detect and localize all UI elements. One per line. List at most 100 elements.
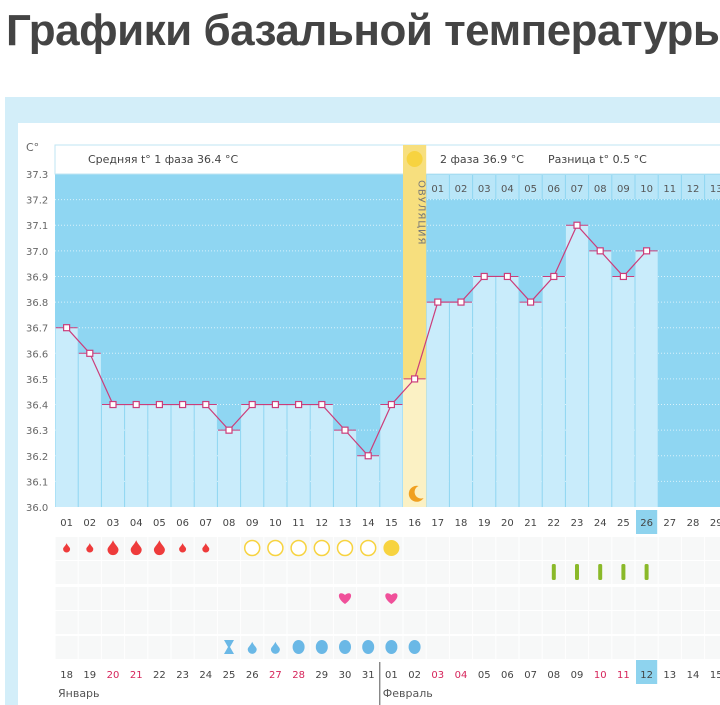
grid-cell — [681, 611, 705, 634]
blood-drop-icon — [63, 543, 71, 553]
grid-cell — [357, 561, 380, 584]
grid-cell — [426, 636, 449, 659]
phase2-day-label: 03 — [478, 184, 491, 195]
grid-cell — [148, 561, 171, 584]
temperature-point — [132, 400, 140, 409]
calendar-date-label: 10 — [594, 670, 607, 681]
filled-circle-icon — [383, 540, 400, 556]
temperature-point — [642, 247, 651, 255]
temperature-bar — [171, 404, 194, 507]
grid-cell — [519, 561, 542, 584]
temperature-bar — [241, 404, 264, 507]
phase2-day-cell — [658, 175, 681, 199]
grid-cell — [589, 611, 612, 634]
cycle-day-label: 02 — [83, 518, 96, 529]
temperature-bar — [473, 276, 496, 507]
grid-cell — [519, 587, 542, 610]
cycle-day-label: 21 — [524, 518, 537, 529]
calendar-date-label: 26 — [246, 670, 259, 681]
grid-cell — [194, 561, 217, 584]
moon-icon — [408, 485, 424, 502]
temperature-bar — [194, 404, 217, 507]
grid-cell — [496, 611, 519, 634]
grid-cell — [194, 587, 217, 610]
temperature-bar — [612, 276, 635, 507]
grid-cell — [403, 537, 426, 560]
y-tick-label: 37.1 — [26, 221, 48, 232]
phase2-day-label: 08 — [594, 184, 607, 195]
phase2-day-label: 05 — [524, 184, 537, 195]
grid-cell — [403, 611, 426, 634]
phase2-day-cell — [635, 175, 658, 199]
grid-cell — [681, 561, 705, 584]
grid-cell — [565, 636, 589, 659]
phase2-day-label: 01 — [431, 184, 444, 195]
cycle-day-label: 29 — [710, 518, 720, 529]
temperature-point — [526, 298, 535, 306]
grid-cell — [101, 561, 125, 584]
temperature-point — [179, 400, 187, 409]
grid-cell — [542, 611, 565, 634]
grid-cell — [217, 561, 241, 584]
grid-cell — [426, 611, 449, 634]
grid-cell — [287, 587, 310, 610]
grid-cell — [473, 587, 496, 610]
phase2-day-cell — [565, 175, 589, 199]
cycle-day-label: 23 — [571, 518, 584, 529]
temperature-bar — [496, 276, 519, 507]
round-drop-icon — [408, 640, 421, 654]
grid-cell — [148, 587, 171, 610]
calendar-date-label: 05 — [478, 670, 491, 681]
calendar-date-label: 30 — [339, 670, 352, 681]
phase2-day-cell — [496, 175, 519, 199]
empty-circle-icon — [267, 539, 284, 557]
grid-cell — [241, 587, 264, 610]
heart-icon — [385, 593, 398, 604]
grid-cell — [264, 587, 287, 610]
temperature-point — [225, 426, 233, 434]
grid-cell — [194, 636, 217, 659]
phase2-day-label: 06 — [547, 184, 560, 195]
grid-cell — [612, 636, 635, 659]
temperature-bar — [264, 404, 287, 507]
phase2-day-label: 13 — [710, 184, 720, 195]
grid-cell — [589, 587, 612, 610]
temperature-bar — [101, 404, 125, 507]
calendar-date-label: 15 — [710, 670, 720, 681]
grid-cell — [542, 537, 565, 560]
temperature-point — [411, 375, 419, 383]
y-tick-label: 37.2 — [26, 196, 48, 207]
grid-cell — [380, 611, 403, 634]
grid-cell — [542, 587, 565, 610]
grid-cell — [171, 561, 194, 584]
temperature-bar — [287, 404, 310, 507]
grid-cell — [101, 587, 125, 610]
y-tick-label: 36.8 — [26, 298, 48, 309]
cycle-day-label: 10 — [269, 518, 282, 529]
calendar-date-label: 28 — [292, 670, 305, 681]
temperature-bar — [589, 250, 612, 507]
grid-cell — [473, 611, 496, 634]
grid-cell — [612, 587, 635, 610]
y-tick-label: 36.6 — [26, 349, 48, 360]
cycle-day-label: 08 — [223, 518, 236, 529]
calendar-date-label: 29 — [315, 670, 328, 681]
temperature-point — [109, 400, 117, 409]
empty-circle-icon — [359, 539, 377, 557]
temperature-bar — [519, 302, 542, 507]
temperature-point — [318, 400, 326, 409]
grid-cell — [635, 636, 658, 659]
grid-cell — [310, 561, 333, 584]
grid-cell — [473, 636, 496, 659]
cycle-day-label: 20 — [501, 518, 514, 529]
temperature-bar — [310, 404, 333, 507]
phase2-day-label: 07 — [571, 184, 584, 195]
small-drop-icon — [270, 641, 280, 654]
grid-cell — [78, 636, 101, 659]
temperature-bar — [542, 276, 565, 507]
grid-cell — [565, 611, 589, 634]
calendar-date-label: 04 — [455, 670, 468, 681]
y-axis-label: C° — [26, 141, 39, 154]
grid-cell — [380, 561, 403, 584]
temperature-point — [480, 272, 488, 281]
